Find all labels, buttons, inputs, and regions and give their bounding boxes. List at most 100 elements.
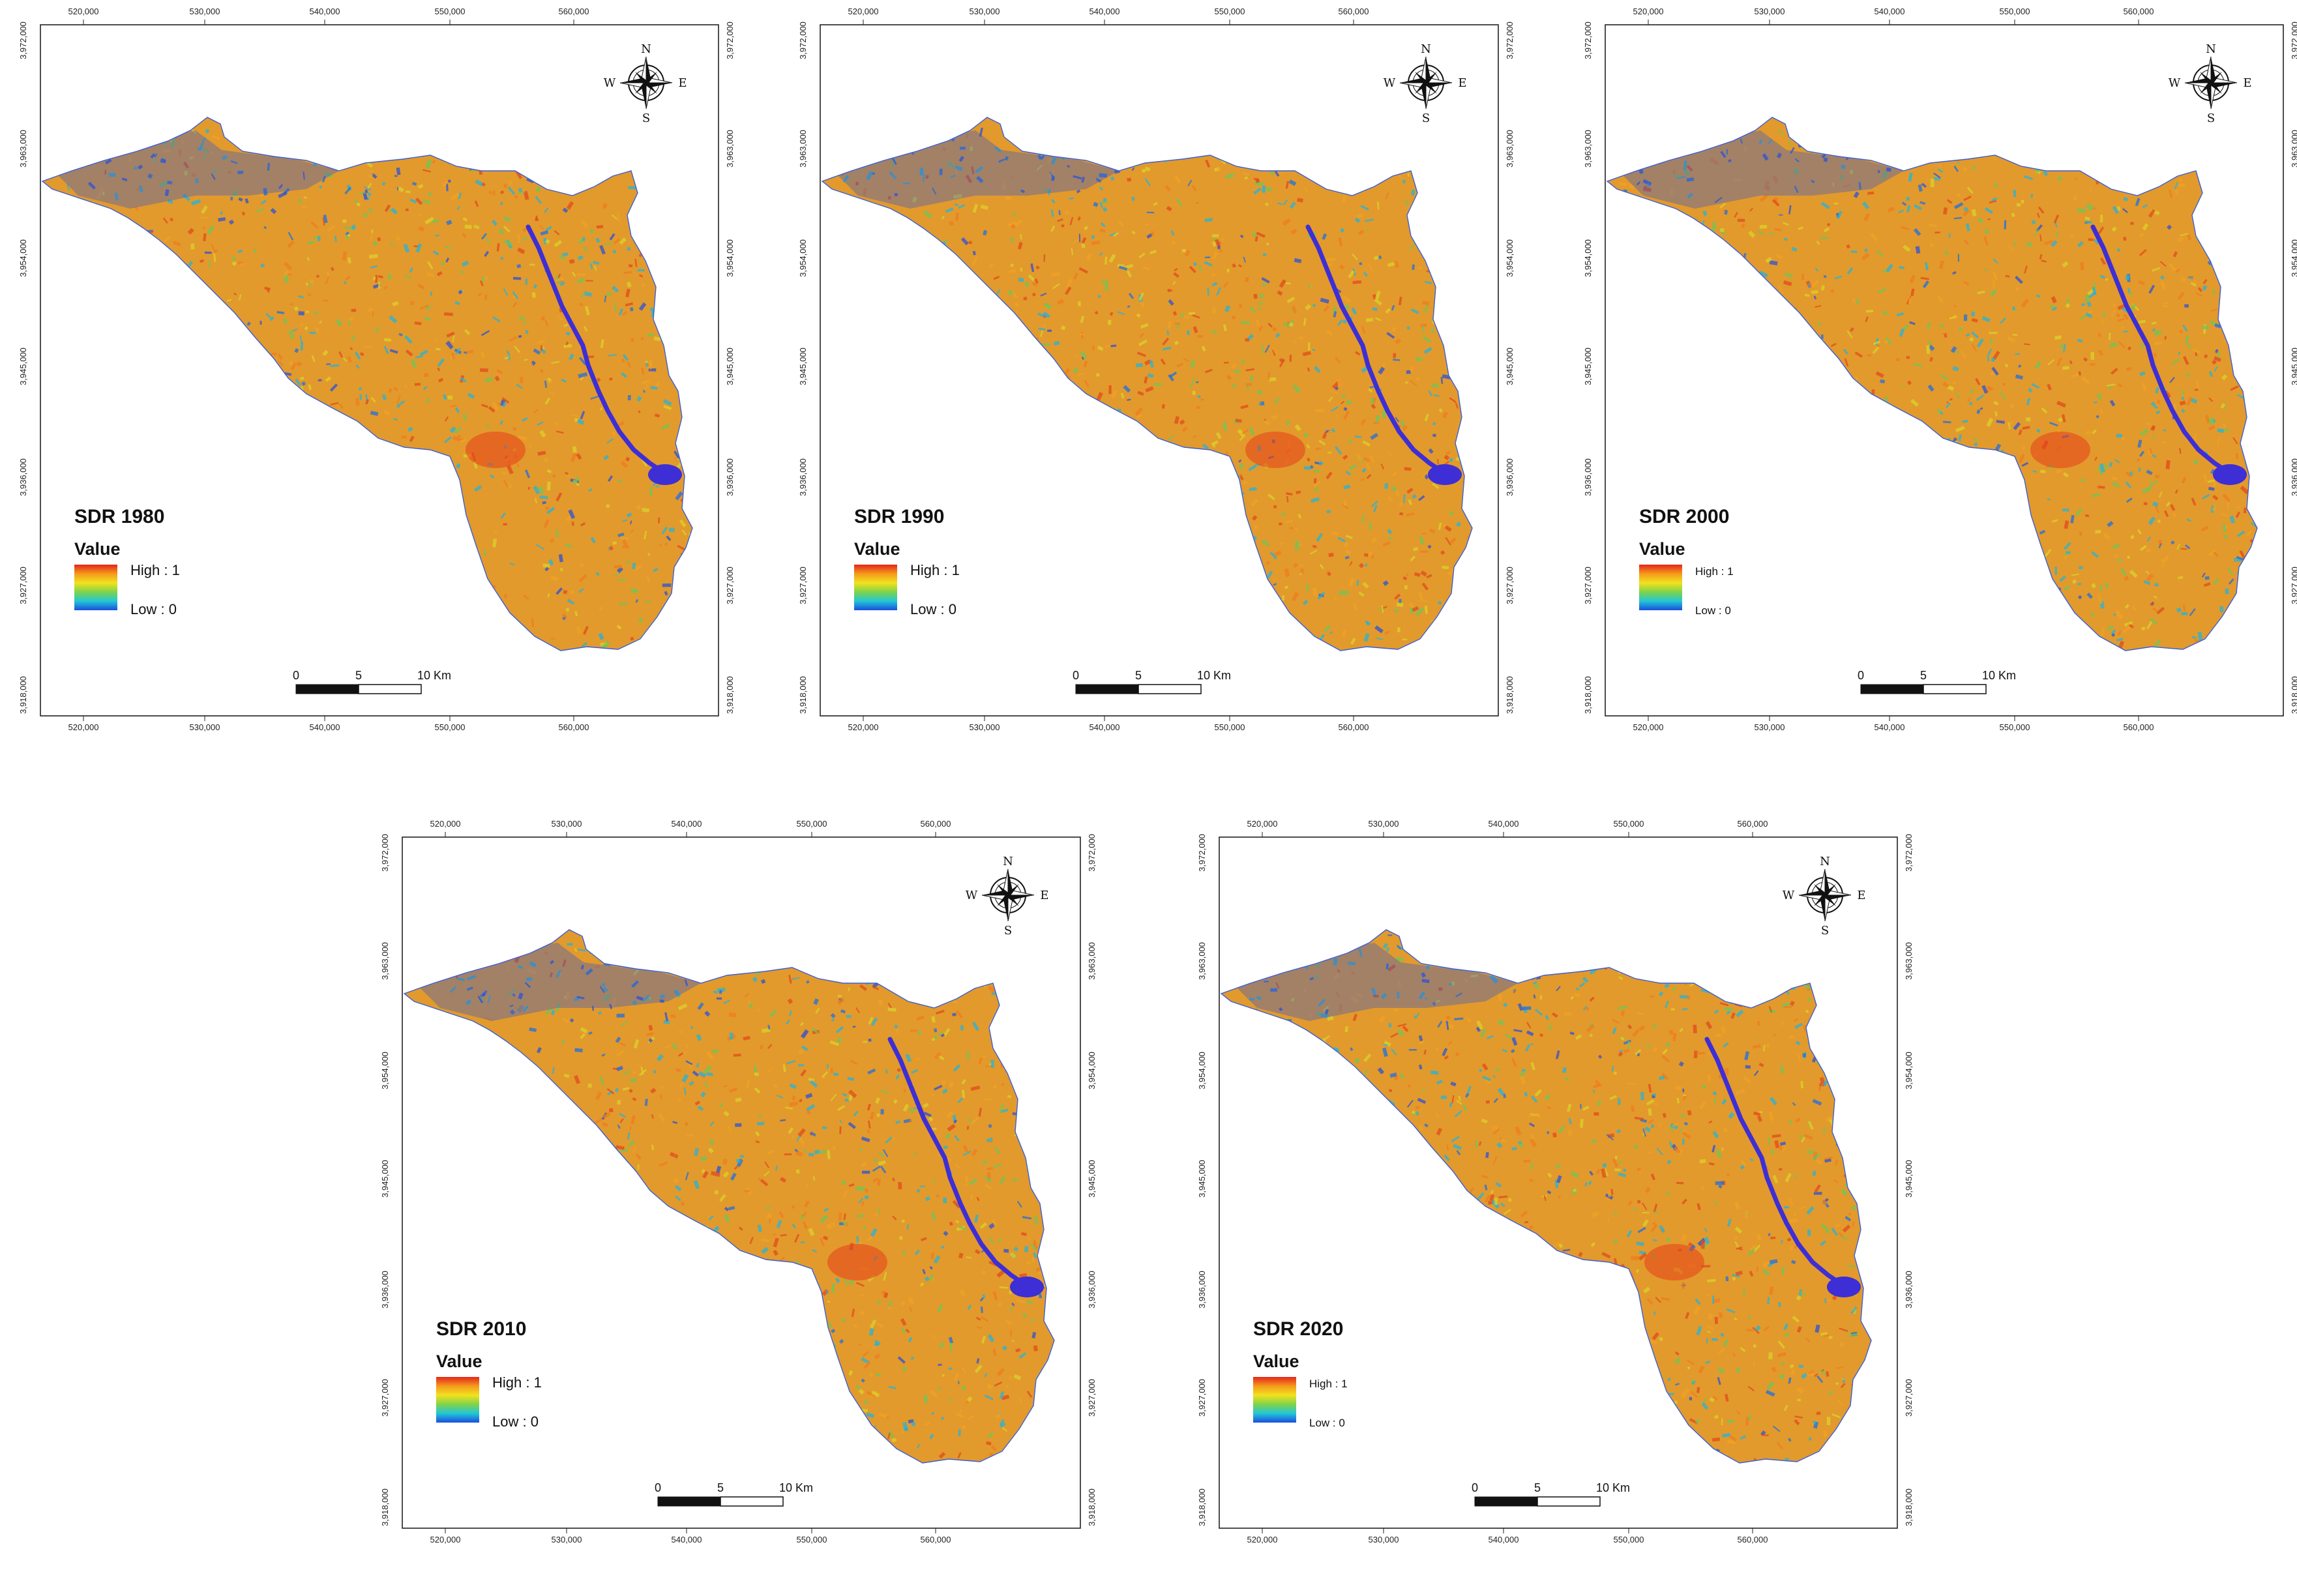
y-tick-right: 3,963,000 xyxy=(1505,130,1515,168)
y-tick-left: 3,918,000 xyxy=(380,1488,390,1526)
map-title: SDR 1980 xyxy=(74,506,164,527)
y-tick-left: 3,927,000 xyxy=(1583,567,1593,604)
y-tick-right: 3,972,000 xyxy=(2290,22,2297,59)
compass-label-e: E xyxy=(1040,889,1048,902)
y-tick-right: 3,936,000 xyxy=(1904,1271,1914,1308)
scale-bar-label: 5 xyxy=(717,1481,724,1494)
x-tick-top: 560,000 xyxy=(559,7,589,16)
legend-color-ramp xyxy=(1639,565,1682,610)
x-tick-bottom: 530,000 xyxy=(1369,1535,1399,1544)
x-tick-top: 520,000 xyxy=(430,819,461,829)
y-tick-left: 3,918,000 xyxy=(798,676,808,714)
legend-heading: Value xyxy=(854,539,900,559)
y-tick-left: 3,972,000 xyxy=(380,834,390,872)
x-tick-top: 540,000 xyxy=(672,819,702,829)
compass-label-w: W xyxy=(1783,889,1795,902)
x-tick-bottom: 560,000 xyxy=(921,1535,951,1544)
compass-label-n: N xyxy=(2206,42,2216,56)
x-tick-top: 560,000 xyxy=(2124,7,2154,16)
x-tick-bottom: 560,000 xyxy=(2124,722,2154,732)
compass-label-s: S xyxy=(642,111,650,125)
scale-bar-label: 0 xyxy=(1858,669,1864,682)
scale-bar-label: 10 Km xyxy=(1197,669,1231,682)
y-tick-right: 3,945,000 xyxy=(1904,1160,1914,1198)
compass-label-e: E xyxy=(1857,889,1865,902)
y-tick-left: 3,936,000 xyxy=(18,458,28,496)
y-tick-left: 3,918,000 xyxy=(18,676,28,714)
scale-bar-label: 0 xyxy=(1472,1481,1478,1494)
y-tick-left: 3,954,000 xyxy=(380,1052,390,1089)
map-panel-1990: 520,000 520,000 530,000 530,000 540,000 540,0… xyxy=(780,0,1560,733)
x-tick-bottom: 550,000 xyxy=(435,722,466,732)
x-tick-top: 520,000 xyxy=(68,7,99,16)
map-title: SDR 2000 xyxy=(1639,506,1729,527)
legend-high-label: High : 1 xyxy=(130,562,180,578)
map-panel-1980: 520,000 520,000 530,000 530,000 540,000 540,0… xyxy=(0,0,780,733)
y-tick-left: 3,936,000 xyxy=(1583,458,1593,496)
x-tick-top: 560,000 xyxy=(921,819,951,829)
y-tick-left: 3,918,000 xyxy=(1197,1488,1207,1526)
x-tick-bottom: 550,000 xyxy=(797,1535,827,1544)
scale-bar-label: 10 Km xyxy=(1596,1481,1630,1494)
compass-rose-icon: N S E W xyxy=(1384,42,1467,125)
scale-bar-label: 5 xyxy=(1135,669,1142,682)
compass-label-n: N xyxy=(1421,42,1431,56)
y-tick-right: 3,927,000 xyxy=(2290,567,2297,604)
x-tick-top: 530,000 xyxy=(190,7,220,16)
legend-heading: Value xyxy=(1639,539,1685,559)
x-tick-bottom: 530,000 xyxy=(1755,722,1785,732)
y-tick-right: 3,927,000 xyxy=(1904,1379,1914,1417)
x-tick-top: 520,000 xyxy=(848,7,879,16)
scale-bar: 0 5 10 Km xyxy=(1858,669,2016,694)
legend-low-label: Low : 0 xyxy=(1309,1417,1345,1429)
compass-label-n: N xyxy=(641,42,651,56)
y-tick-left: 3,945,000 xyxy=(380,1160,390,1198)
scale-bar-label: 10 Km xyxy=(417,669,451,682)
x-tick-top: 520,000 xyxy=(1633,7,1664,16)
x-tick-bottom: 520,000 xyxy=(430,1535,461,1544)
compass-label-e: E xyxy=(1458,76,1466,90)
y-tick-right: 3,954,000 xyxy=(1505,239,1515,277)
compass-rose-icon: N S E W xyxy=(966,855,1049,938)
legend-color-ramp xyxy=(854,565,897,610)
legend-low-label: Low : 0 xyxy=(1695,604,1731,617)
y-tick-right: 3,954,000 xyxy=(2290,239,2297,277)
y-tick-left: 3,972,000 xyxy=(18,22,28,59)
x-tick-bottom: 520,000 xyxy=(848,722,879,732)
y-tick-right: 3,963,000 xyxy=(2290,130,2297,168)
scale-bar-label: 5 xyxy=(1534,1481,1541,1494)
x-tick-bottom: 540,000 xyxy=(1089,722,1120,732)
x-tick-bottom: 540,000 xyxy=(1875,722,1905,732)
x-tick-bottom: 520,000 xyxy=(1247,1535,1278,1544)
y-tick-right: 3,936,000 xyxy=(725,458,735,496)
y-tick-left: 3,927,000 xyxy=(380,1379,390,1417)
legend-color-ramp xyxy=(436,1377,479,1423)
y-tick-left: 3,927,000 xyxy=(18,567,28,604)
map-panel-2020: 520,000 520,000 530,000 530,000 540,000 540,0… xyxy=(1179,812,1959,1546)
y-tick-left: 3,927,000 xyxy=(1197,1379,1207,1417)
y-tick-right: 3,945,000 xyxy=(1505,347,1515,385)
y-tick-right: 3,972,000 xyxy=(1904,834,1914,872)
y-tick-left: 3,972,000 xyxy=(798,22,808,59)
river-channel xyxy=(887,1037,1036,1296)
y-tick-left: 3,945,000 xyxy=(798,347,808,385)
scale-bar: 0 5 10 Km xyxy=(1073,669,1231,694)
map-title: SDR 1990 xyxy=(854,506,944,527)
x-tick-top: 550,000 xyxy=(1614,819,1644,829)
x-tick-top: 550,000 xyxy=(435,7,466,16)
y-tick-right: 3,972,000 xyxy=(1087,834,1097,872)
legend-high-label: High : 1 xyxy=(910,562,960,578)
y-tick-left: 3,918,000 xyxy=(1583,676,1593,714)
compass-label-n: N xyxy=(1003,855,1013,868)
y-tick-right: 3,963,000 xyxy=(725,130,735,168)
y-tick-right: 3,954,000 xyxy=(725,239,735,277)
x-tick-top: 530,000 xyxy=(1369,819,1399,829)
legend-high-label: High : 1 xyxy=(1309,1378,1348,1390)
y-tick-left: 3,936,000 xyxy=(798,458,808,496)
legend-heading: Value xyxy=(74,539,121,559)
river-channel xyxy=(1305,224,1454,484)
compass-label-e: E xyxy=(2243,76,2251,90)
y-tick-right: 3,972,000 xyxy=(1505,22,1515,59)
y-tick-left: 3,972,000 xyxy=(1197,834,1207,872)
x-tick-top: 550,000 xyxy=(2000,7,2030,16)
